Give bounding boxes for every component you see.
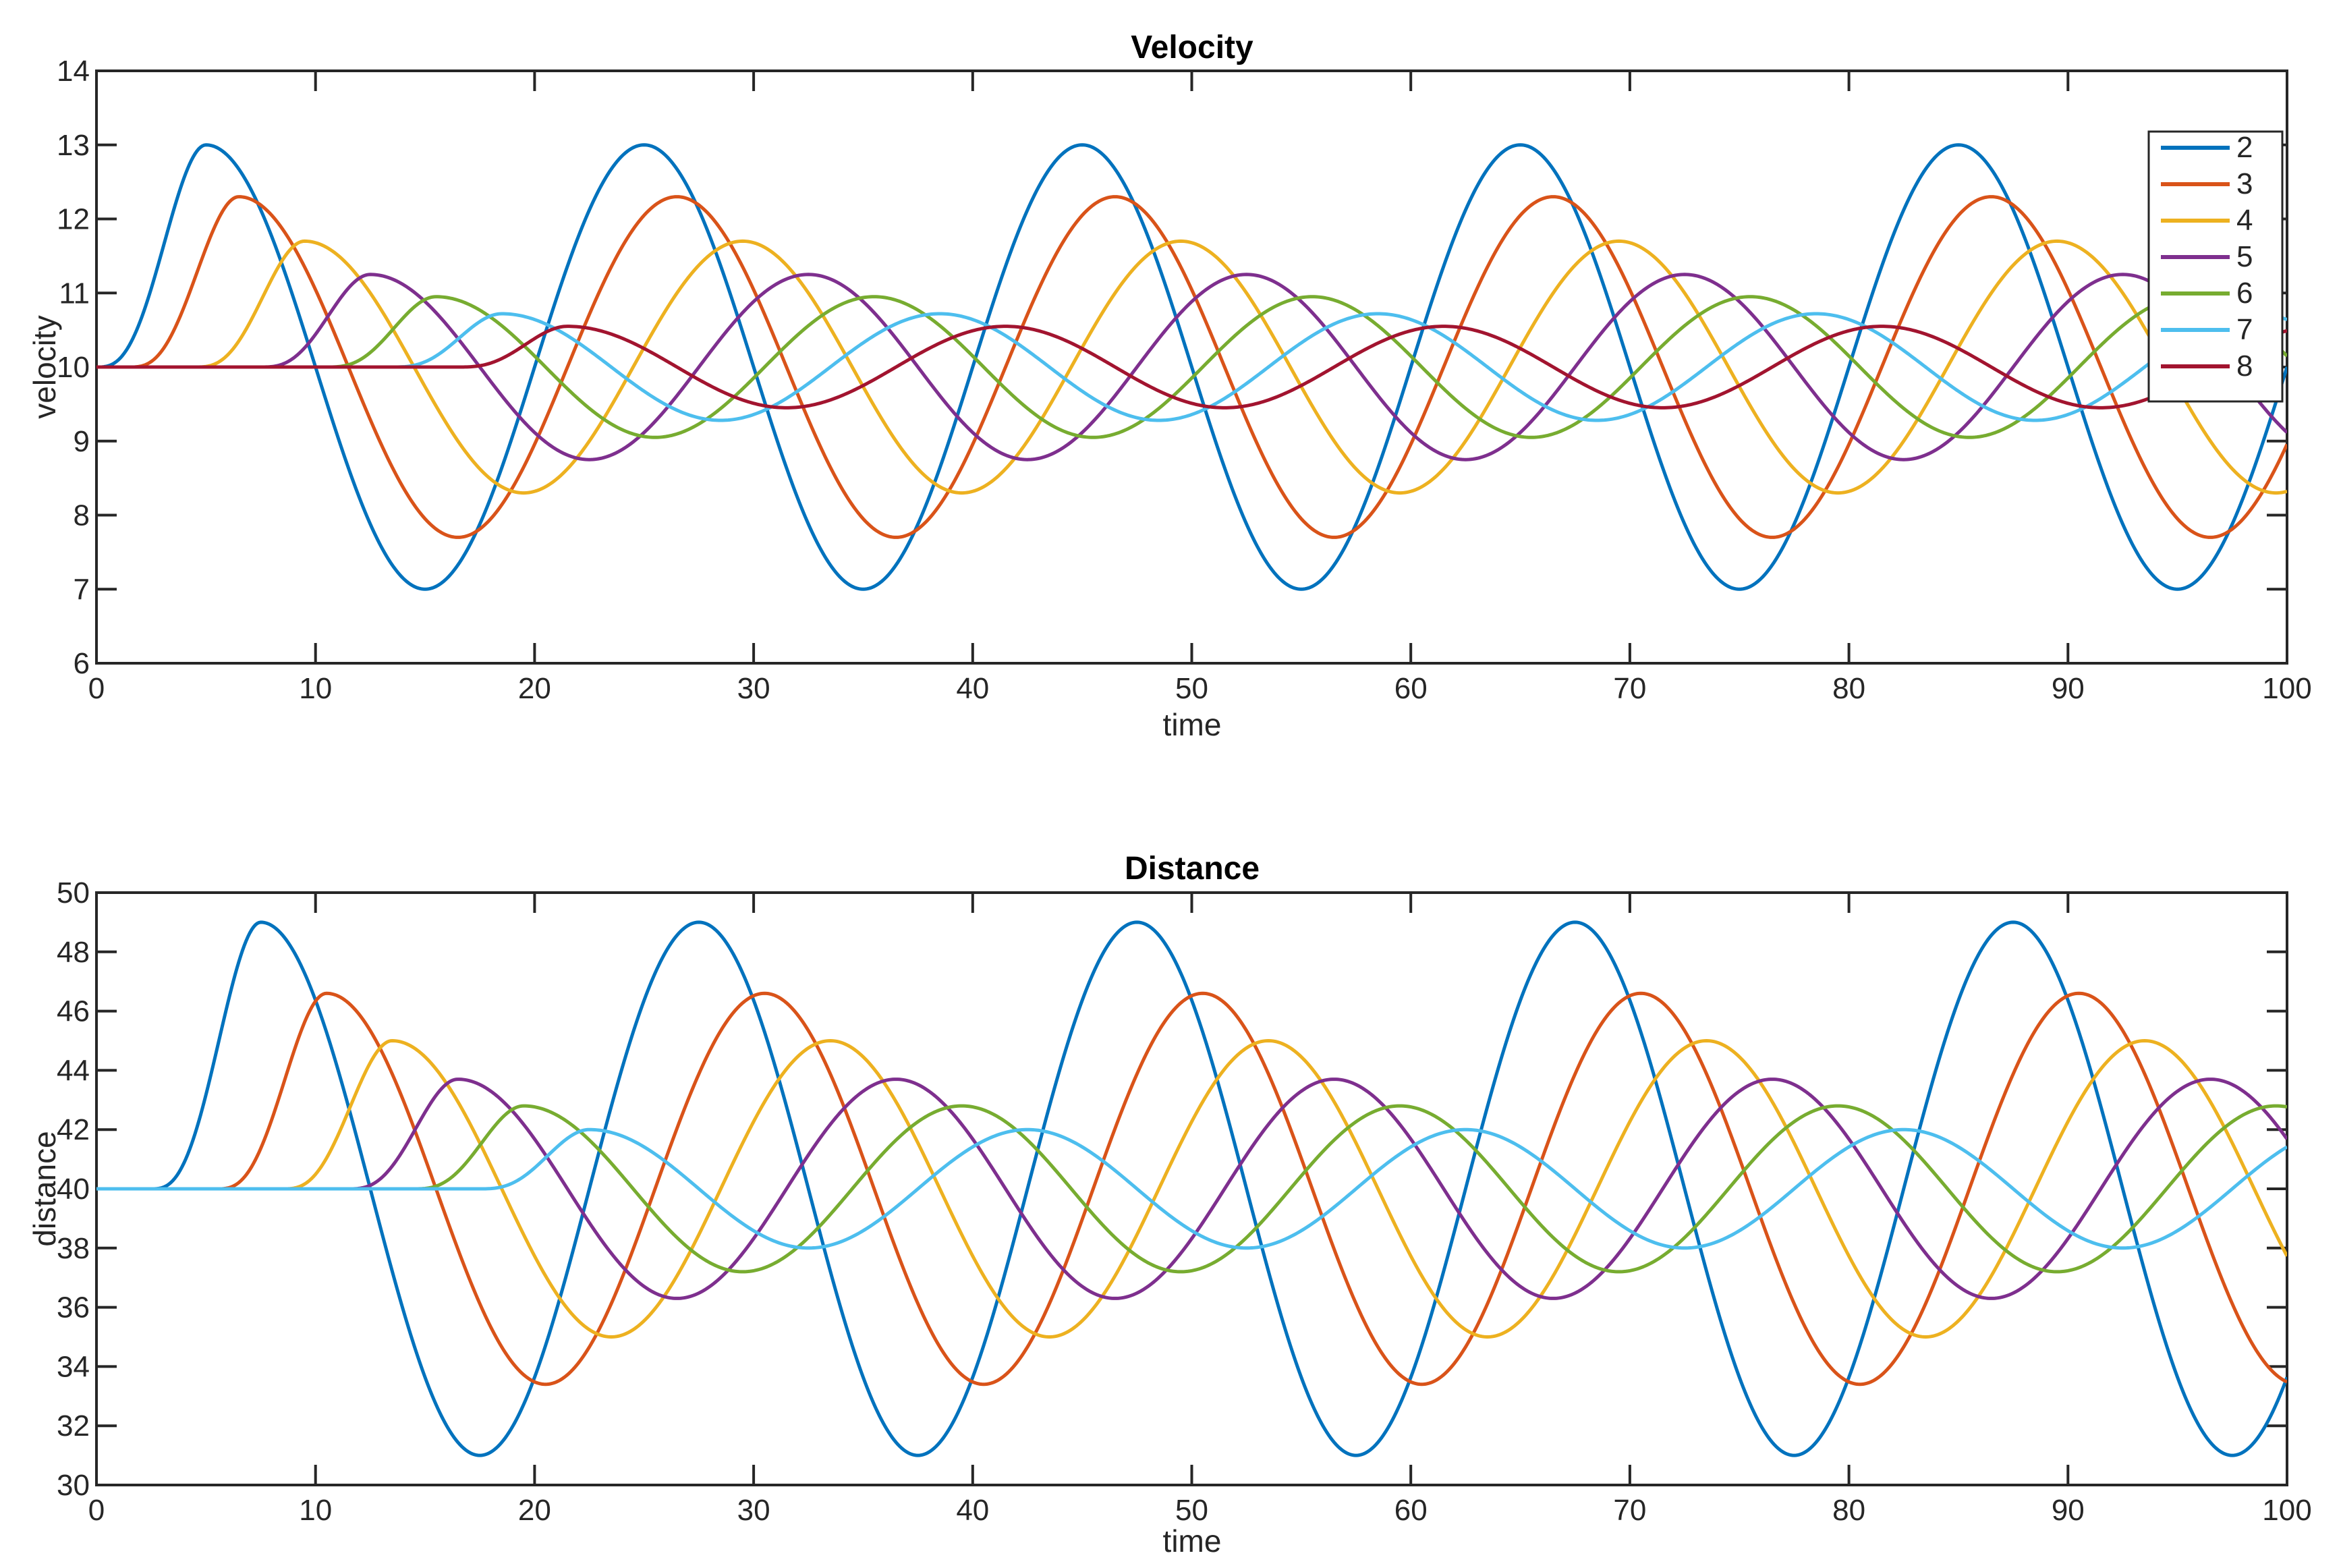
legend-label-2: 2 bbox=[2236, 131, 2253, 164]
y-tick-label: 50 bbox=[57, 876, 90, 909]
y-tick-label: 10 bbox=[57, 351, 90, 384]
velocity-y-axis-label: velocity bbox=[27, 315, 62, 418]
x-tick-label: 0 bbox=[88, 672, 105, 705]
x-tick-label: 50 bbox=[1175, 1494, 1208, 1527]
distance-y-axis-label: distance bbox=[27, 1131, 62, 1246]
velocity-series-lines bbox=[96, 143, 2287, 591]
series-line-6 bbox=[96, 1104, 2287, 1274]
legend-label-3: 3 bbox=[2236, 167, 2253, 200]
series-line-3 bbox=[96, 195, 2287, 539]
x-tick-label: 30 bbox=[737, 1494, 770, 1527]
distance-x-axis-label: time bbox=[1163, 1523, 1222, 1559]
y-tick-label: 44 bbox=[57, 1054, 90, 1087]
y-tick-label: 46 bbox=[57, 995, 90, 1028]
x-tick-label: 40 bbox=[956, 1494, 989, 1527]
y-tick-label: 8 bbox=[74, 499, 90, 532]
legend-label-4: 4 bbox=[2236, 204, 2253, 237]
legend-label-8: 8 bbox=[2236, 349, 2253, 383]
series-line-3 bbox=[96, 991, 2287, 1387]
x-tick-label: 90 bbox=[2052, 672, 2085, 705]
y-tick-label: 48 bbox=[57, 936, 90, 969]
x-tick-label: 90 bbox=[2052, 1494, 2085, 1527]
x-tick-label: 100 bbox=[2262, 1494, 2311, 1527]
x-tick-label: 80 bbox=[1832, 672, 1865, 705]
y-tick-label: 32 bbox=[57, 1409, 90, 1443]
x-tick-label: 70 bbox=[1613, 1494, 1646, 1527]
velocity-plot: Velocity 0 10 20 30 40 50 60 70 80 90 100678910111… bbox=[27, 30, 2312, 742]
x-tick-label: 10 bbox=[299, 1494, 332, 1527]
series-line-7 bbox=[96, 1127, 2287, 1250]
x-tick-label: 20 bbox=[518, 672, 551, 705]
distance-ticks: 0 10 20 30 40 50 60 70 80 90 100 30 32 34 36 38 40 42 44 46… bbox=[57, 876, 2312, 1527]
series-line-5 bbox=[96, 273, 2287, 461]
velocity-legend: 23 45 678 bbox=[2147, 130, 2284, 403]
x-tick-label: 60 bbox=[1394, 1494, 1428, 1527]
y-tick-label: 13 bbox=[57, 129, 90, 162]
x-tick-label: 0 bbox=[88, 1494, 105, 1527]
x-tick-label: 70 bbox=[1613, 672, 1646, 705]
x-tick-label: 40 bbox=[956, 672, 989, 705]
y-tick-label: 11 bbox=[59, 277, 90, 310]
series-line-2 bbox=[96, 920, 2287, 1457]
y-tick-label: 9 bbox=[74, 425, 90, 458]
series-line-4 bbox=[96, 1038, 2287, 1339]
series-line-5 bbox=[96, 1077, 2287, 1300]
series-line-2 bbox=[96, 143, 2287, 591]
distance-plot: Distance 0 10 20 30 40 50 60 70 80 90 100 30 32 34 36 3… bbox=[27, 851, 2312, 1559]
y-tick-label: 7 bbox=[74, 573, 90, 606]
distance-title: Distance bbox=[1125, 851, 1260, 887]
distance-series-lines bbox=[96, 920, 2287, 1457]
legend-box bbox=[2147, 130, 2284, 403]
series-line-6 bbox=[96, 295, 2287, 439]
x-tick-label: 80 bbox=[1832, 1494, 1865, 1527]
x-tick-label: 50 bbox=[1175, 672, 1208, 705]
velocity-title: Velocity bbox=[1131, 30, 1253, 65]
x-tick-label: 20 bbox=[518, 1494, 551, 1527]
y-tick-label: 6 bbox=[74, 647, 90, 680]
series-line-7 bbox=[96, 312, 2287, 422]
y-tick-label: 12 bbox=[57, 203, 90, 236]
y-tick-label: 40 bbox=[57, 1173, 90, 1206]
y-tick-label: 30 bbox=[57, 1469, 90, 1502]
velocity-x-axis-label: time bbox=[1163, 707, 1222, 742]
y-tick-label: 38 bbox=[57, 1232, 90, 1265]
x-tick-label: 100 bbox=[2262, 672, 2311, 705]
x-tick-label: 30 bbox=[737, 672, 770, 705]
series-line-8 bbox=[96, 325, 2287, 410]
legend-label-5: 5 bbox=[2236, 240, 2253, 273]
legend-label-7: 7 bbox=[2236, 313, 2253, 346]
y-tick-label: 34 bbox=[57, 1350, 90, 1383]
x-tick-label: 10 bbox=[299, 672, 332, 705]
x-tick-label: 60 bbox=[1394, 672, 1428, 705]
legend-label-6: 6 bbox=[2236, 277, 2253, 310]
series-line-4 bbox=[96, 239, 2287, 495]
y-tick-label: 14 bbox=[57, 55, 90, 88]
y-tick-label: 42 bbox=[57, 1113, 90, 1146]
y-tick-label: 36 bbox=[57, 1291, 90, 1324]
